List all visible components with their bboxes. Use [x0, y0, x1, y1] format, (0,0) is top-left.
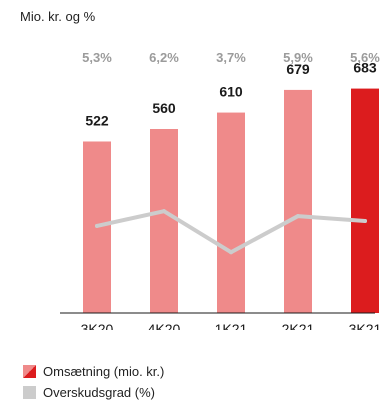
- bar-value-label: 679: [286, 61, 310, 77]
- margin-value-label: 5,9%: [283, 50, 313, 65]
- legend-swatch-margin: [23, 385, 36, 399]
- margin-value-label: 6,2%: [149, 50, 179, 65]
- legend-label-revenue: Omsætning (mio. kr.): [43, 363, 165, 379]
- legend-label-margin: Overskudsgrad (%): [43, 384, 155, 400]
- margin-value-label: 5,6%: [350, 50, 380, 65]
- bar-4K20: [150, 129, 178, 313]
- combo-chart: 522 5,3% 3K20 560 6,2% 4K20 610 3,7% 1K21 6795,9%…: [60, 50, 382, 330]
- margin-point: [229, 250, 233, 255]
- x-tick-label: 1K21: [215, 321, 248, 330]
- margin-value-label: 5,3%: [82, 50, 112, 65]
- unit-label: Mio. kr. og %: [20, 9, 96, 24]
- margin-point: [162, 209, 166, 214]
- legend-item-revenue: Omsætning (mio. kr.): [23, 362, 164, 380]
- legend-swatch-revenue: [23, 364, 36, 378]
- bar-3K21: [351, 88, 379, 313]
- margin-point: [296, 214, 300, 219]
- x-tick-label: 3K20: [81, 321, 114, 330]
- legend-item-margin: Overskudsgrad (%): [23, 383, 164, 401]
- margin-point: [363, 219, 367, 223]
- bar-value-label: 560: [152, 100, 176, 116]
- legend: Omsætning (mio. kr.) Overskudsgrad (%): [23, 362, 164, 401]
- bar-value-label: 522: [85, 112, 109, 128]
- bar-1K21: [217, 112, 245, 313]
- bar-value-label: 683: [353, 60, 377, 76]
- margin-point: [95, 223, 99, 228]
- margin-value-label: 3,7%: [216, 50, 246, 65]
- x-tick-label: 2K21: [282, 321, 315, 330]
- x-tick-label: 3K21: [349, 321, 382, 330]
- x-tick-label: 4K20: [148, 321, 181, 330]
- bar-value-label: 610: [219, 84, 243, 100]
- bar-2K21: [284, 89, 312, 314]
